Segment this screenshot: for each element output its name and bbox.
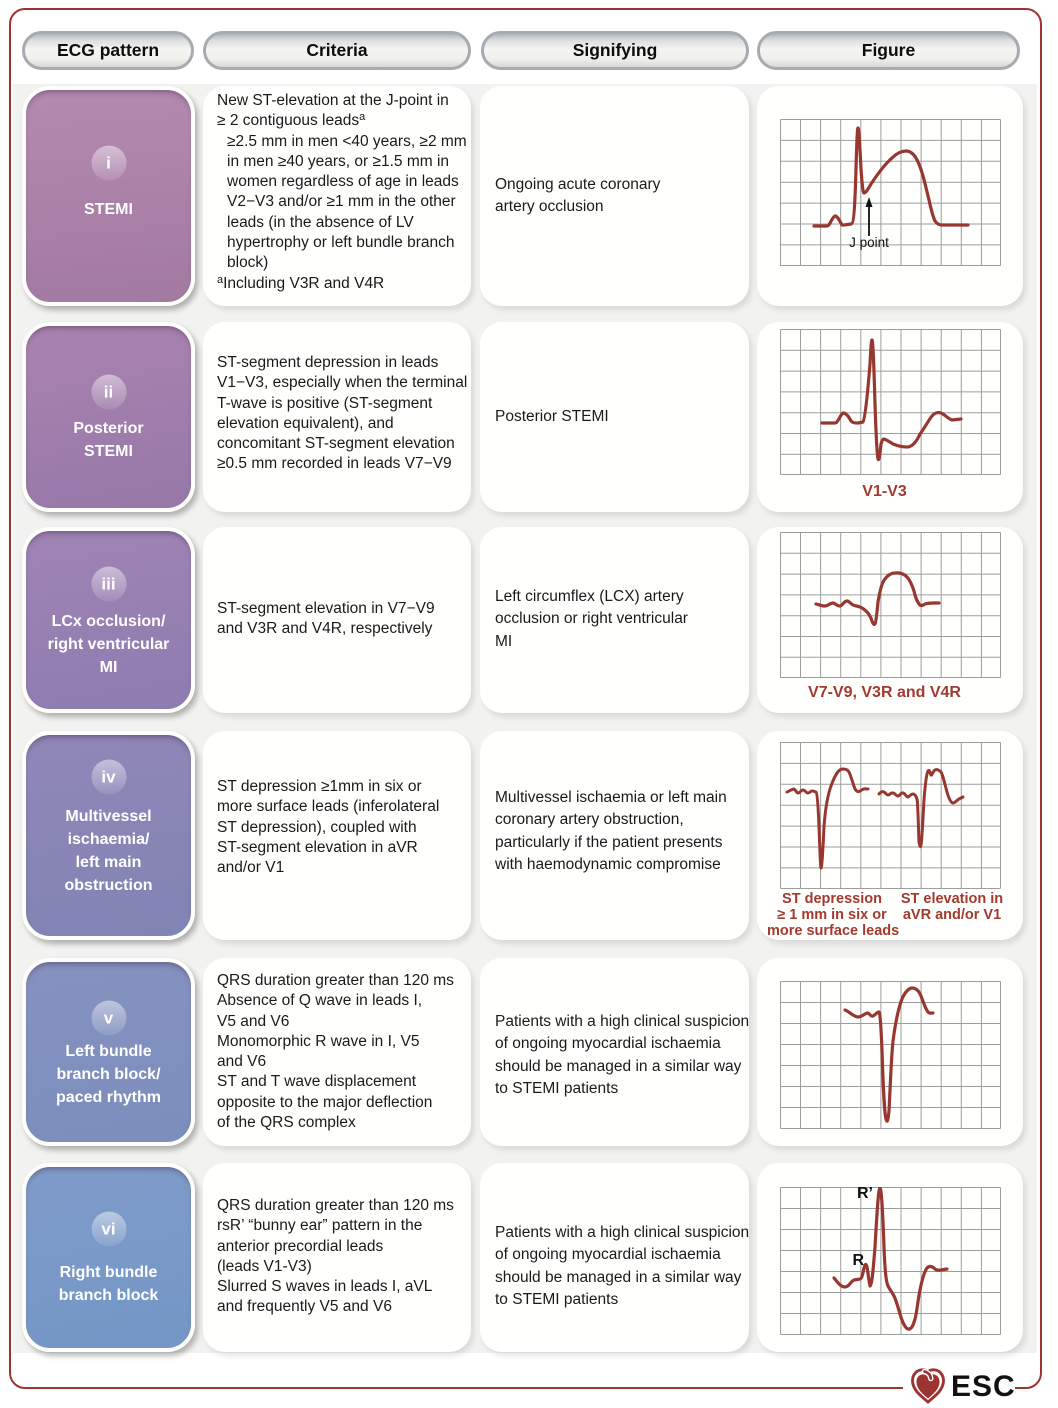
svg-text:R: R [852,1252,864,1269]
svg-text:J point: J point [849,235,889,250]
svg-text:R’: R’ [857,1187,873,1202]
